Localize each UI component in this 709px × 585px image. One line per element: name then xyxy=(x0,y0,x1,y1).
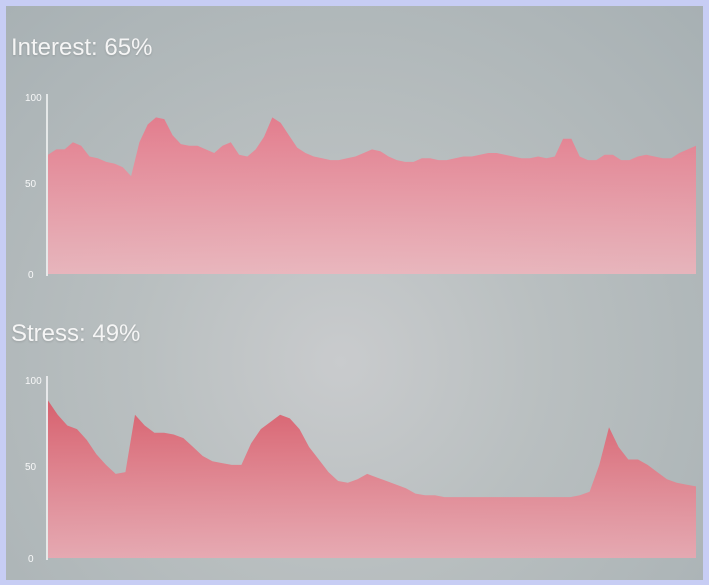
stress-area xyxy=(48,400,696,558)
stress-tick-0: 0 xyxy=(28,554,34,565)
stress-tick-100: 100 xyxy=(25,376,42,387)
stress-tick-50: 50 xyxy=(25,462,37,473)
stress-panel: Stress: 49% 100 50 0 xyxy=(6,286,703,580)
interest-title: Interest: 65% xyxy=(11,34,153,61)
interest-tick-0: 0 xyxy=(28,270,34,281)
stress-title: Stress: 49% xyxy=(11,320,141,347)
interest-area xyxy=(48,117,696,275)
interest-panel: Interest: 65% 100 50 0 xyxy=(6,6,703,286)
interest-tick-100: 100 xyxy=(25,93,42,104)
interest-tick-50: 50 xyxy=(25,179,37,190)
screen: Interest: 65% 100 50 0 Stress: 49% xyxy=(6,6,703,580)
interest-chart: 100 50 0 xyxy=(25,93,696,281)
stress-chart: 100 50 0 xyxy=(25,376,696,565)
